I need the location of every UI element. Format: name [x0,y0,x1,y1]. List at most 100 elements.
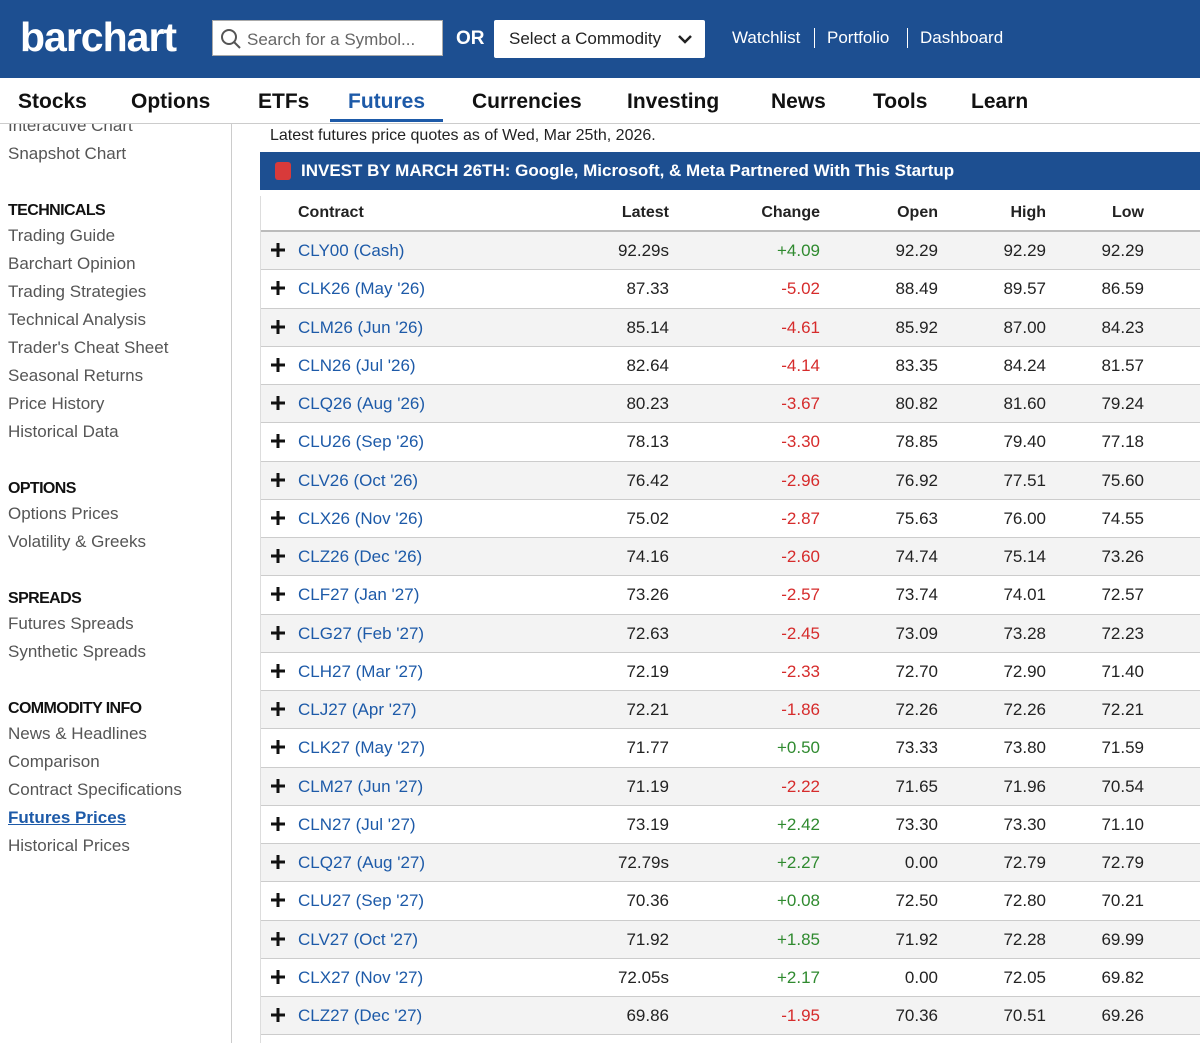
expand-icon[interactable] [271,969,285,984]
contract-link[interactable]: CLV26 (Oct '26) [298,470,419,490]
sidebar-link[interactable]: Trader's Cheat Sheet [8,338,169,357]
expand-icon[interactable] [271,855,285,869]
table-cell: -5.02 [781,279,820,299]
header-link[interactable]: Portfolio [827,28,890,47]
contract-link[interactable]: CLV27 (Oct '27) [298,929,419,949]
sidebar-link[interactable]: News & Headlines [8,724,147,743]
sidebar-heading: COMMODITY INFO [8,700,142,717]
sidebar-link[interactable]: Barchart Opinion [8,254,136,273]
sidebar-link[interactable]: Contract Specifications [8,780,182,799]
header-row: Contract Latest Change Open High Low [261,196,1200,232]
search-box[interactable]: Search for a Symbol... [212,20,443,56]
commodity-select[interactable]: Select a Commodity [494,20,705,58]
contract-link[interactable]: CLN26 (Jul '26) [298,355,416,375]
contract-link[interactable]: CLX26 (Nov '26) [298,508,424,528]
expand-icon[interactable] [271,243,285,257]
table-cell: -2.57 [781,585,820,605]
nav-item[interactable]: Options [131,90,211,113]
expand-icon[interactable] [271,778,285,793]
nav-item[interactable]: ETFs [258,90,310,113]
sidebar-link[interactable]: Historical Data [8,422,119,441]
sidebar-link[interactable]: Synthetic Spreads [8,642,146,661]
contract-link[interactable]: CLN27 (Jul '27) [298,814,416,834]
sidebar-link[interactable]: Comparison [8,752,100,771]
sidebar-link[interactable]: Futures Prices [8,808,127,827]
nav-item[interactable]: News [771,90,826,113]
expand-icon[interactable] [271,549,285,563]
expand-icon[interactable] [271,893,285,908]
futures-table: Contract Latest Change Open High Low CLY00 (Ca… [260,196,1200,1043]
nav-item[interactable]: Futures [348,90,426,113]
table-cell: 92.29 [1101,241,1144,260]
expand-icon[interactable] [271,931,285,946]
sidebar-link[interactable]: Trading Guide [8,226,116,245]
contract-link[interactable]: CLX27 (Nov '27) [298,967,424,987]
column-header[interactable]: High [1010,204,1046,221]
expand-icon[interactable] [271,396,285,410]
contract-link[interactable]: CLM26 (Jun '26) [298,317,424,337]
contract-link[interactable]: CLU26 (Sep '26) [298,432,425,452]
contract-link[interactable]: CLY00 (Cash) [298,241,405,260]
contract-link[interactable]: CLF27 (Jan '27) [298,585,420,605]
expand-icon[interactable] [271,281,285,296]
column-header[interactable]: Change [761,204,820,221]
header-link[interactable]: Watchlist [732,28,801,47]
table-cell: +0.50 [776,738,820,758]
expand-icon[interactable] [271,740,285,755]
ad-banner[interactable]: INVEST BY MARCH 26TH: Google, Microsoft,… [260,152,1200,190]
expand-icon[interactable] [271,319,285,334]
contract-link[interactable]: CLQ26 (Aug '26) [298,394,426,413]
contract-link[interactable]: CLK27 (May '27) [298,738,426,758]
table-row: CLZ26 (Dec '26) 74.16 -2.60 74.74 75.14 73.26 [261,538,1200,577]
column-header[interactable]: Contract [298,204,364,221]
contract-link[interactable]: CLH27 (Mar '27) [298,661,424,681]
table-cell: 72.79 [1101,853,1144,872]
nav-item[interactable]: Currencies [472,90,582,113]
expand-icon[interactable] [271,625,285,640]
expand-icon[interactable] [271,434,285,449]
contract-link[interactable]: CLK26 (May '26) [298,279,426,299]
logo[interactable]: barchart [20,14,177,60]
contract-link[interactable]: CLQ27 (Aug '27) [298,853,426,872]
sidebar-link[interactable]: Futures Spreads [8,614,134,633]
table-cell: 81.57 [1101,355,1144,375]
table-row: CLU27 (Sep '27) 70.36 +0.08 72.50 72.80 70.21 [261,882,1200,921]
header-link[interactable]: Dashboard [920,28,1004,47]
contract-link[interactable]: CLJ27 (Apr '27) [298,700,417,719]
nav-item[interactable]: Investing [627,90,720,113]
table-cell: 72.79 [1003,853,1046,872]
contract-link[interactable]: CLG27 (Feb '27) [298,623,425,643]
nav-item[interactable]: Learn [971,90,1029,113]
nav-item[interactable]: Tools [873,90,928,113]
expand-icon[interactable] [271,510,285,525]
contract-link[interactable]: CLZ26 (Dec '26) [298,547,423,566]
sidebar-link[interactable]: Seasonal Returns [8,366,144,385]
contract-link[interactable]: CLM27 (Jun '27) [298,776,424,796]
sidebar-link[interactable]: Trading Strategies [8,282,147,301]
or-label: OR [456,28,485,49]
contract-link[interactable]: CLU27 (Sep '27) [298,891,425,911]
search-placeholder: Search for a Symbol... [247,30,416,49]
sidebar-link[interactable]: Price History [8,394,105,413]
table-cell: 74.16 [626,547,669,566]
expand-icon[interactable] [271,702,285,716]
expand-icon[interactable] [271,587,285,602]
sidebar-link[interactable]: Volatility & Greeks [8,532,146,551]
table-cell: 69.99 [1101,929,1144,949]
nav-item[interactable]: Stocks [18,90,87,113]
expand-icon[interactable] [271,357,285,372]
sidebar-link[interactable]: Snapshot Chart [8,144,127,163]
expand-icon[interactable] [271,1008,285,1022]
table-cell: 75.60 [1101,470,1144,490]
sidebar-link[interactable]: Options Prices [8,504,119,523]
column-header[interactable]: Low [1112,204,1144,221]
contract-link[interactable]: CLZ27 (Dec '27) [298,1006,423,1025]
expand-icon[interactable] [271,663,285,678]
sidebar-link[interactable]: Historical Prices [8,836,130,855]
sidebar-link[interactable]: Technical Analysis [8,310,146,329]
expand-icon[interactable] [271,472,285,487]
sidebar: Interactive Chart Snapshot Chart TECHNICAL… [0,116,232,1043]
column-header[interactable]: Open [897,204,938,221]
expand-icon[interactable] [271,816,285,831]
column-header[interactable]: Latest [621,204,669,221]
